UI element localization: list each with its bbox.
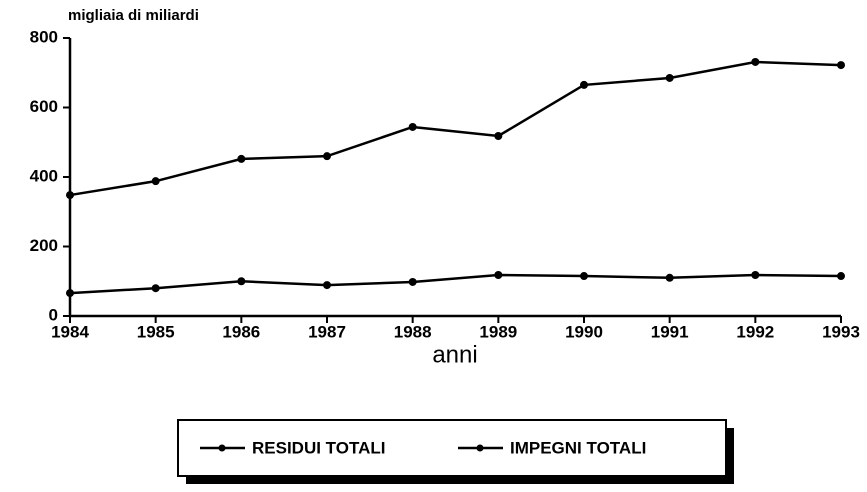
series-marker — [751, 270, 760, 279]
x-tick-label: 1984 — [51, 322, 89, 341]
series-marker — [665, 273, 674, 282]
series-marker — [837, 272, 845, 281]
series-marker — [494, 270, 503, 279]
series-marker — [237, 154, 246, 163]
x-tick-label: 1992 — [736, 322, 774, 341]
y-tick-label: 200 — [30, 236, 58, 255]
series-marker — [580, 80, 588, 89]
y-tick-label: 0 — [49, 305, 58, 324]
x-tick-label: 1986 — [222, 322, 260, 341]
x-tick-label: 1993 — [822, 322, 860, 341]
series-marker — [66, 289, 74, 298]
legend-box — [177, 419, 727, 477]
series-marker — [751, 57, 760, 66]
legend-marker — [476, 444, 484, 452]
series-marker — [580, 272, 588, 281]
legend-label: IMPEGNI TOTALI — [510, 438, 646, 457]
x-tick-label: 1987 — [308, 322, 346, 341]
x-tick-label: 1989 — [479, 322, 517, 341]
x-tick-label: 1991 — [651, 322, 689, 341]
series-marker — [151, 284, 160, 293]
series-marker — [408, 122, 417, 131]
legend-marker — [218, 444, 226, 452]
series-marker — [323, 152, 331, 161]
series-marker — [323, 281, 331, 290]
x-tick-label: 1985 — [137, 322, 175, 341]
series-marker — [494, 131, 503, 140]
y-tick-label: 800 — [30, 27, 58, 46]
x-tick-label: 1990 — [565, 322, 603, 341]
series-line — [69, 60, 842, 197]
y-tick-label: 400 — [30, 166, 58, 185]
series-marker — [66, 191, 74, 200]
series-marker — [151, 177, 160, 186]
y-axis-label: migliaia di miliardi — [68, 7, 199, 24]
series-line — [69, 273, 842, 295]
series-marker — [237, 277, 246, 286]
series-marker — [665, 73, 674, 82]
y-tick-label: 600 — [30, 97, 58, 116]
x-axis-label: anni — [432, 341, 477, 368]
series-marker — [408, 277, 417, 286]
series-marker — [837, 61, 845, 70]
legend-label: RESIDUI TOTALI — [252, 438, 386, 457]
x-tick-label: 1988 — [394, 322, 432, 341]
